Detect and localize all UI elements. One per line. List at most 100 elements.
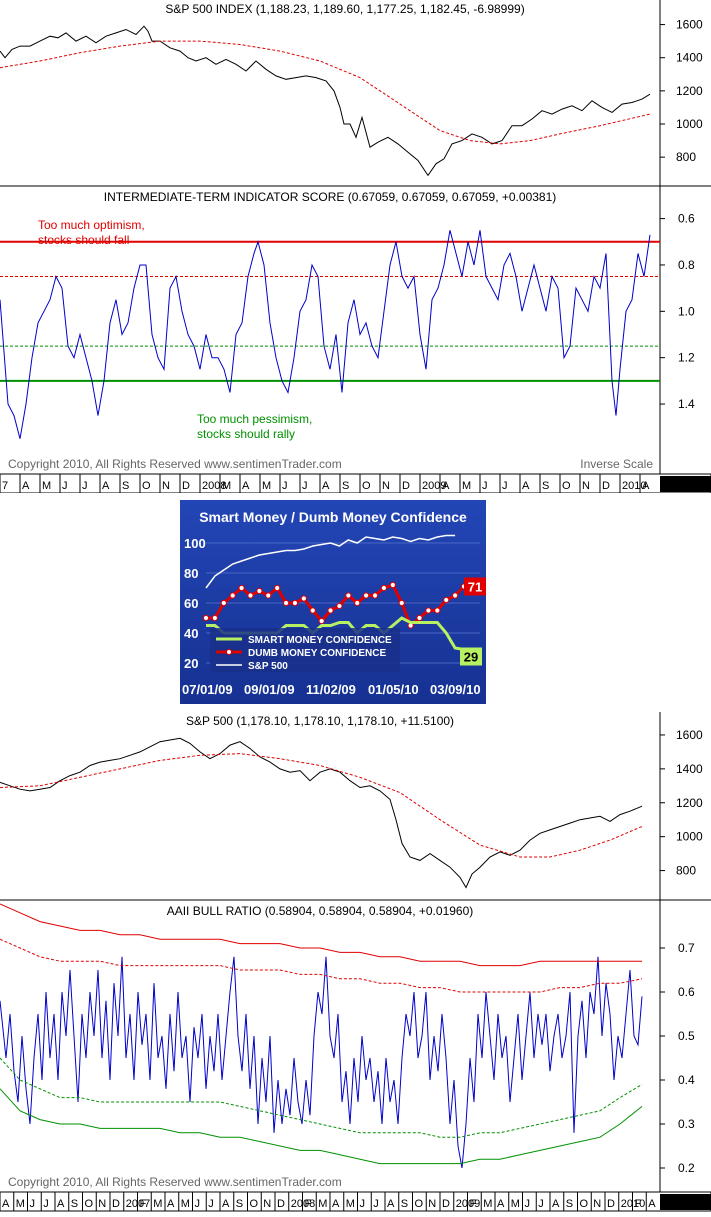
aaii-ytick-label: 0.3 xyxy=(678,1117,695,1131)
bottom-xtick-label: M xyxy=(483,1198,492,1210)
dumb-money-point xyxy=(327,607,334,614)
bottom-xtick-label: M xyxy=(511,1198,520,1210)
bottom-xtick-label: O xyxy=(85,1198,94,1210)
bottom-xtick-label: O xyxy=(580,1198,589,1210)
panel-bottom: S&P 500 (1,178.10, 1,178.10, 1,178.10, +… xyxy=(0,712,711,1212)
sp500-top-ytick-label: 1400 xyxy=(676,51,703,65)
dumb-money-point xyxy=(443,596,450,604)
bottom-xtick-label: M xyxy=(318,1198,327,1210)
dumb-money-point xyxy=(354,599,361,607)
aaii-upper-dashed-band xyxy=(0,938,643,993)
bottom-xtick-label: M xyxy=(346,1198,355,1210)
sp500-top-moving-average xyxy=(0,40,651,145)
bottom-xtick-label: M xyxy=(181,1198,190,1210)
bottom-xtick-label: A xyxy=(497,1198,505,1210)
sp500-top-ytick-label: 1000 xyxy=(676,117,703,131)
smart-dumb-ytick-label: 80 xyxy=(184,566,198,581)
legend-label: S&P 500 xyxy=(248,661,288,672)
bottom-xtick-label: A xyxy=(387,1198,395,1210)
dumb-money-point xyxy=(256,587,263,595)
bottom-xtick-label: D xyxy=(112,1198,120,1210)
bottom-xtick-label: J xyxy=(538,1198,544,1210)
panel-smart-dumb: Smart Money / Dumb Money Confidence 100 8… xyxy=(180,500,486,704)
legend-swatch-point xyxy=(226,649,232,655)
top-xtick-label: N xyxy=(582,480,590,492)
sp500-top-price-line xyxy=(0,25,651,177)
aaii-ytick-label: 0.7 xyxy=(678,941,695,955)
bottom-xtick-label: M xyxy=(153,1198,162,1210)
bottom-xtick-label: S xyxy=(566,1198,573,1210)
legend-label: SMART MONEY CONFIDENCE xyxy=(248,635,392,646)
bottom-xtick-label: F xyxy=(635,1198,642,1210)
copyright-top: Copyright 2010, All Rights Reserved www.… xyxy=(8,457,342,471)
smart-last-badge xyxy=(460,647,482,666)
bottom-xtick-label: J xyxy=(373,1198,379,1210)
chart-top-svg: S&P 500 INDEX (1,188.23, 1,189.60, 1,177… xyxy=(0,0,711,494)
bot-x-axis-band xyxy=(0,1191,711,1212)
pessimism-annotation-line1: Too much pessimism, xyxy=(197,412,312,426)
sp500-top-ytick-label: 1200 xyxy=(676,84,703,98)
smart-dumb-xtick-label: 09/01/09 xyxy=(244,682,295,697)
top-xtick-label: D xyxy=(402,480,410,492)
aaii-bull-ratio-line xyxy=(0,956,643,1169)
aaii-ytick-label: 0.2 xyxy=(678,1161,695,1175)
bottom-xtick-label: J xyxy=(360,1198,366,1210)
top-x-axis-block xyxy=(660,476,711,492)
top-xtick-label: J xyxy=(502,480,508,492)
bottom-xtick-label: O xyxy=(250,1198,259,1210)
bottom-xtick-label: O xyxy=(415,1198,424,1210)
aaii-lower-dashed-band xyxy=(0,1057,643,1138)
bottom-xtick-label: S xyxy=(71,1198,78,1210)
legend-label: DUMB MONEY CONFIDENCE xyxy=(248,648,386,659)
top-xtick-label: D xyxy=(182,480,190,492)
top-xtick-label: M xyxy=(462,480,471,492)
top-xtick-label: S xyxy=(342,480,349,492)
bottom-xtick-label: N xyxy=(428,1198,436,1210)
sp500-bottom-ytick-label: 1400 xyxy=(676,762,703,776)
smart-last-value: 29 xyxy=(464,650,478,665)
top-xtick-label: J xyxy=(282,480,288,492)
top-xtick-label: J xyxy=(82,480,88,492)
bottom-xtick-label: F xyxy=(140,1198,147,1210)
smart-dumb-ytick-label: 60 xyxy=(184,596,198,611)
sp500-top-ytick-label: 800 xyxy=(676,150,696,164)
smart-dumb-xtick-label: 01/05/10 xyxy=(368,682,419,697)
indicator-ytick-label: 1.2 xyxy=(678,351,695,365)
smart-dumb-xtick-label: 03/09/10 xyxy=(430,682,481,697)
dumb-money-point xyxy=(371,592,379,599)
top-xtick-label: N xyxy=(382,480,390,492)
top-xtick-label: A xyxy=(22,480,30,492)
bottom-xtick-label: J xyxy=(195,1198,201,1210)
dumb-money-point xyxy=(247,592,254,599)
smart-dumb-ytick-label: 20 xyxy=(184,656,198,671)
top-xtick-label: A xyxy=(442,480,450,492)
top-xtick-label: M xyxy=(42,480,51,492)
dumb-money-point xyxy=(389,581,396,589)
top-xtick-label: J xyxy=(62,480,68,492)
pessimism-annotation-line2: stocks should rally xyxy=(197,427,295,441)
dumb-money-point xyxy=(282,599,290,607)
bottom-xtick-label: A xyxy=(2,1198,10,1210)
aaii-upper-band xyxy=(0,903,642,967)
top-xtick-label: S xyxy=(122,480,129,492)
top-xtick-label: S xyxy=(542,480,549,492)
dumb-money-point xyxy=(452,592,459,599)
bottom-xtick-label: A xyxy=(167,1198,175,1210)
bottom-xtick-label: J xyxy=(30,1198,36,1210)
dumb-money-point xyxy=(211,614,218,622)
sp500-bottom-price-line xyxy=(0,737,643,889)
dumb-money-point xyxy=(380,584,388,592)
dumb-money-point xyxy=(434,607,441,614)
bottom-xtick-label: A xyxy=(57,1198,65,1210)
bottom-xtick-label: D xyxy=(277,1198,285,1210)
dumb-money-point xyxy=(336,602,343,610)
aaii-lower-band xyxy=(0,1088,643,1165)
dumb-money-point xyxy=(274,584,281,592)
sp500-top-ytick-label: 1600 xyxy=(676,18,703,32)
top-xtick-label: 7 xyxy=(2,480,8,492)
dumb-money-point xyxy=(202,614,210,622)
bottom-xtick-label: F xyxy=(305,1198,312,1210)
top-xtick-label: A xyxy=(522,480,530,492)
dumb-money-point xyxy=(238,584,245,592)
top-xtick-label: J xyxy=(482,480,488,492)
